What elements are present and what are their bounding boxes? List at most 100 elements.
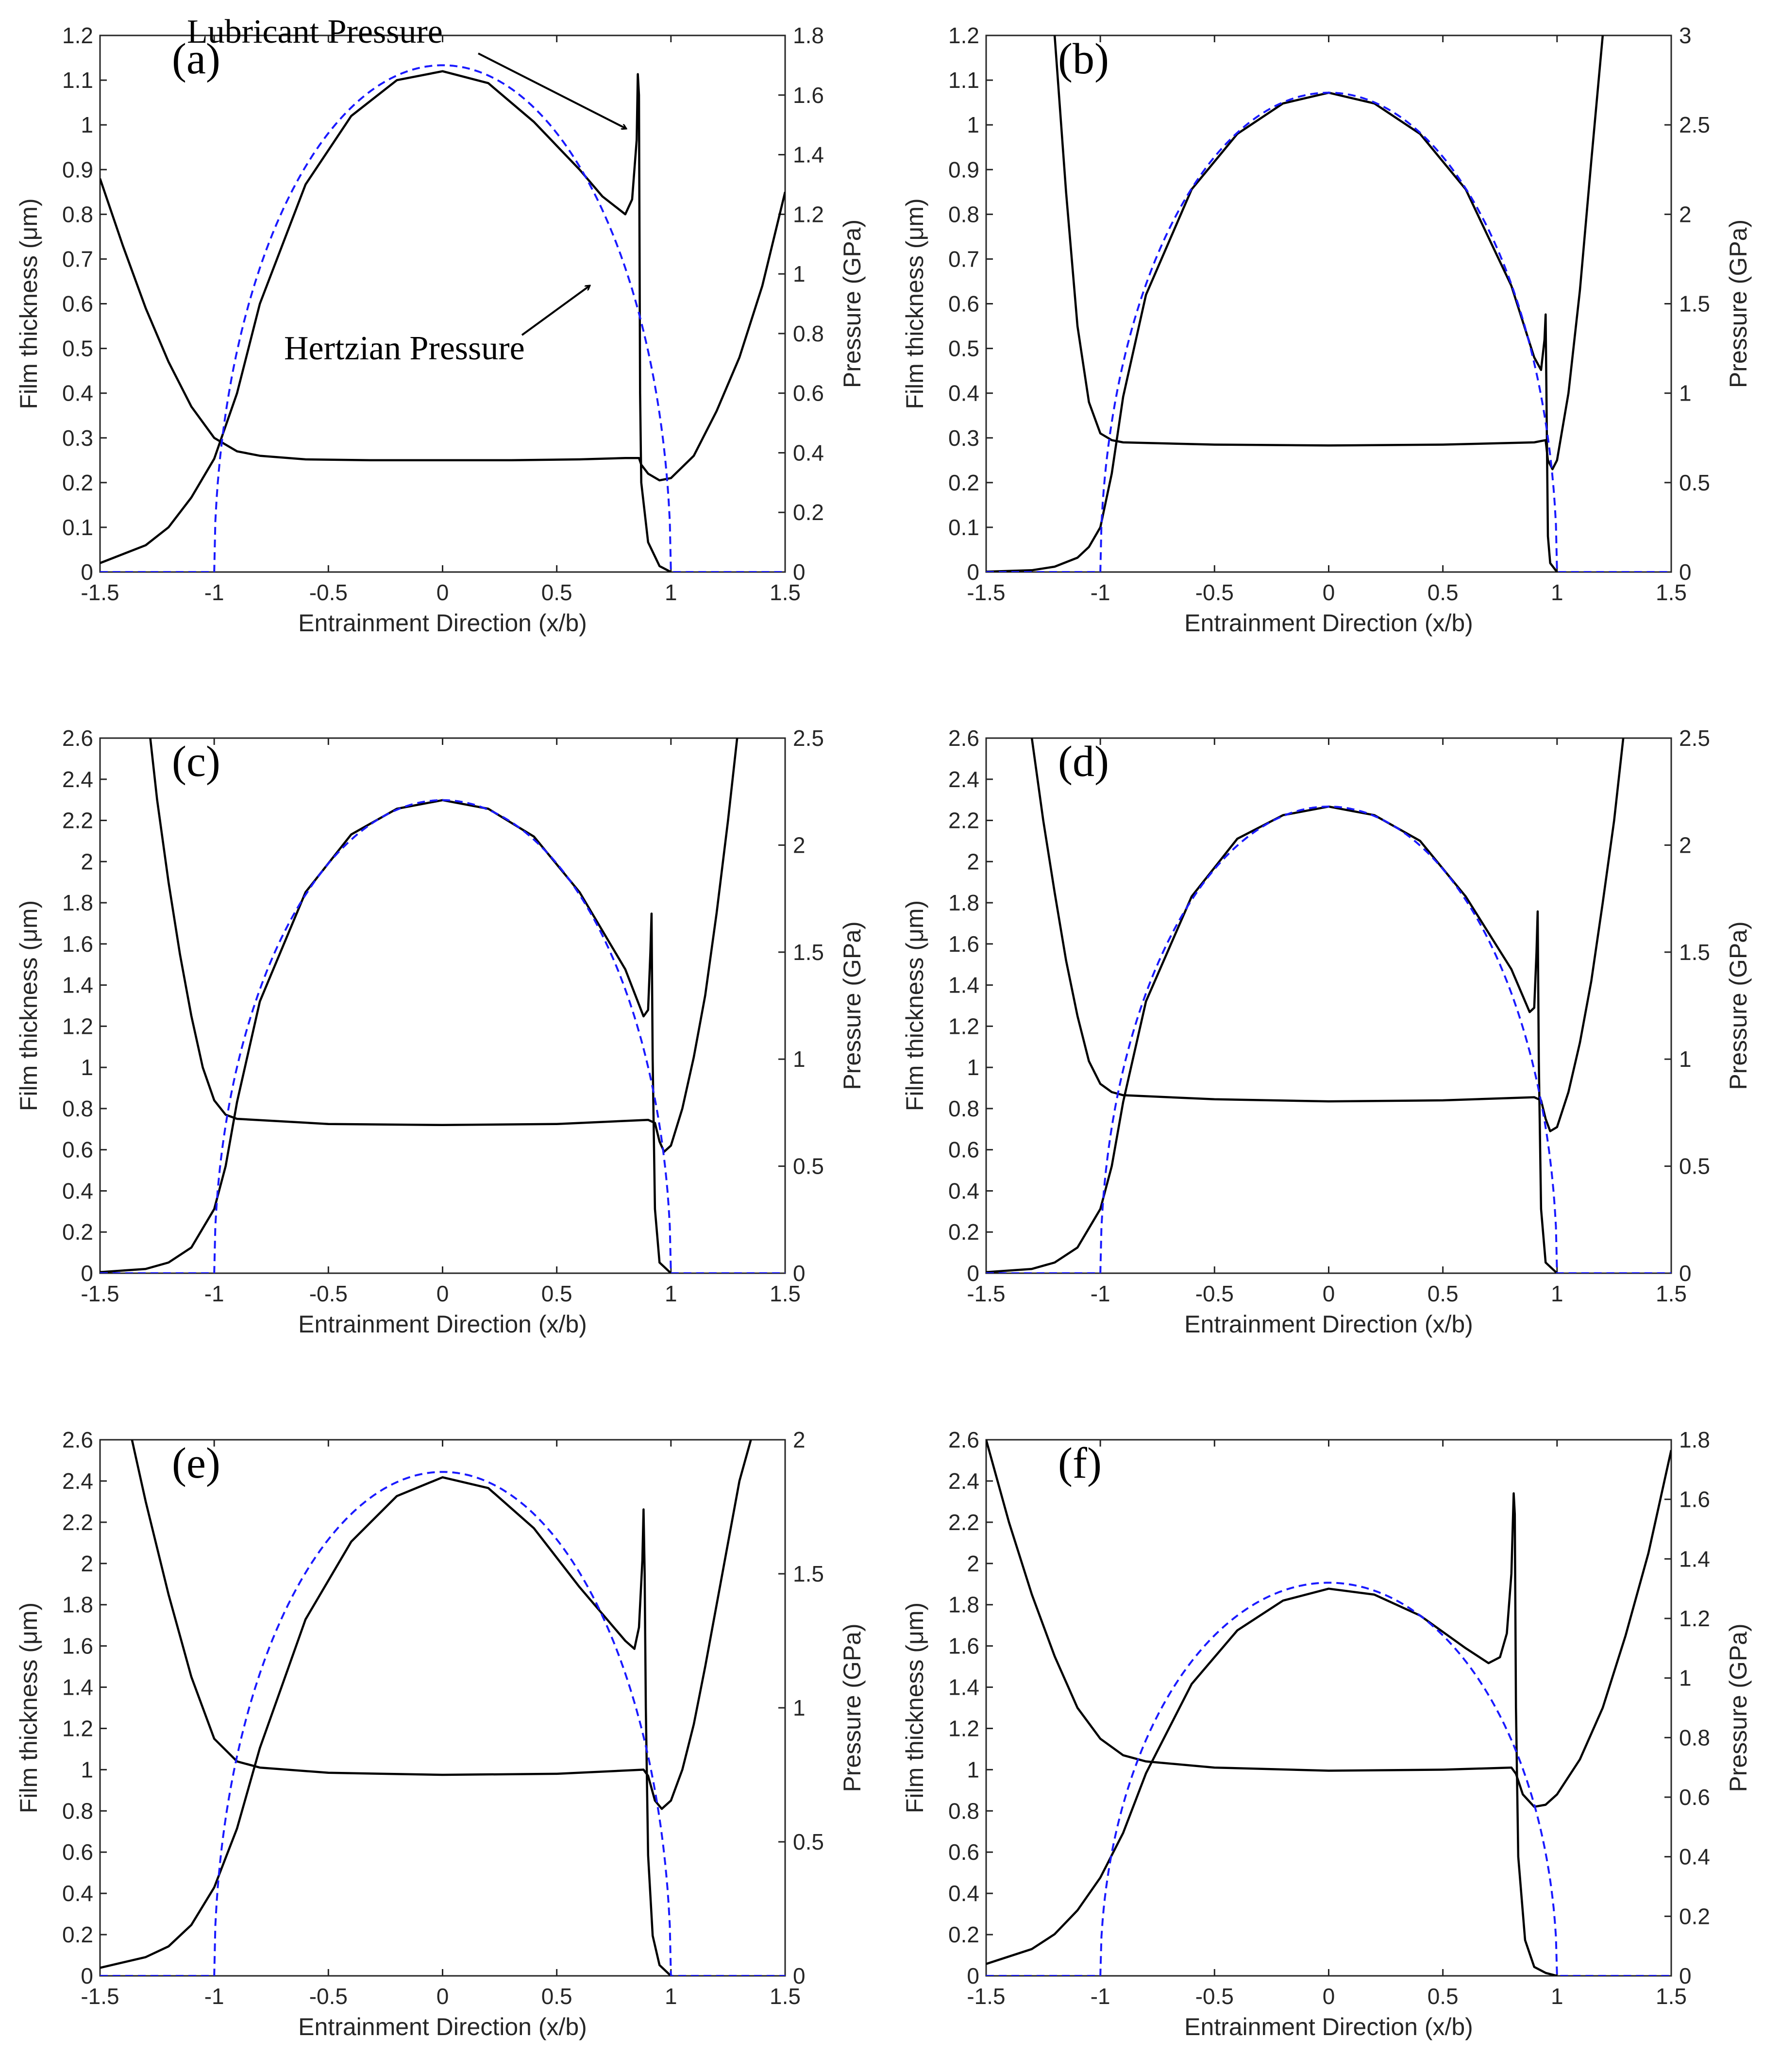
panel-d: -1.5 -1 -0.5 0 0.5 1 1.500.20.40.60.811.21.41.… [901, 725, 1752, 1338]
y-left-tick-label: 0.4 [62, 1881, 93, 1906]
x-tick-label: 1.5 [1656, 1281, 1687, 1306]
y-left-tick-label: 1.4 [62, 973, 93, 998]
x-tick-label: 0 [437, 1281, 449, 1306]
y-right-axis-label: Pressure (GPa) [839, 921, 866, 1090]
y-left-axis-label: Film thickness (μm) [15, 900, 42, 1111]
y-left-tick-label: 2.6 [62, 1427, 93, 1452]
lubricant-arrow [478, 52, 626, 129]
hertzian-pressure-line [986, 1582, 1671, 1976]
x-tick-label: 1.5 [770, 580, 801, 605]
y-left-tick-label: 1.6 [948, 931, 979, 957]
y-right-tick-label: 1 [1679, 381, 1692, 406]
y-left-tick-label: 0.2 [948, 1219, 979, 1245]
y-right-tick-label: 0 [1679, 1261, 1692, 1286]
y-left-tick-label: 0 [967, 559, 979, 585]
lubricant-pressure-line [986, 805, 1558, 1273]
film-thickness-line [986, 1440, 1671, 1808]
y-left-axis-label: Film thickness (μm) [901, 900, 928, 1111]
y-left-tick-label: 1 [81, 112, 93, 137]
y-left-tick-label: 0.2 [948, 1922, 979, 1947]
y-right-tick-label: 0.4 [793, 440, 824, 465]
x-tick-label: -1.5 [967, 1984, 1005, 2009]
y-left-tick-label: 0.9 [948, 157, 979, 182]
y-left-tick-label: 1.8 [62, 1592, 93, 1617]
y-right-tick-label: 1 [793, 1046, 806, 1072]
y-left-tick-label: 1.4 [948, 1675, 979, 1700]
y-left-tick-label: 0.5 [948, 336, 979, 361]
y-right-tick-label: 0.2 [793, 500, 824, 525]
y-left-tick-label: 1 [967, 1757, 979, 1782]
x-tick-label: -1.5 [81, 580, 119, 605]
x-tick-label: -1.5 [81, 1281, 119, 1306]
x-tick-label: -0.5 [309, 1281, 348, 1306]
y-left-tick-label: 2.6 [62, 725, 93, 751]
y-right-axis-label: Pressure (GPa) [1725, 1623, 1752, 1792]
y-right-tick-label: 0 [1679, 1963, 1692, 1988]
y-left-tick-label: 0.5 [62, 336, 93, 361]
y-left-tick-label: 0.6 [62, 1137, 93, 1162]
y-left-tick-label: 0.2 [62, 1219, 93, 1245]
film-thickness-line [1053, 35, 1604, 471]
hertzian-pressure-line [100, 64, 785, 572]
y-left-tick-label: 0.9 [62, 157, 93, 182]
x-tick-label: 1 [665, 580, 677, 605]
x-axis-label: Entrainment Direction (x/b) [298, 2013, 587, 2040]
panel-label: (a) [172, 35, 220, 83]
y-left-tick-label: 2.4 [62, 1468, 93, 1494]
y-left-tick-label: 0.4 [948, 1178, 979, 1203]
x-tick-label: 1 [665, 1281, 677, 1306]
y-right-tick-label: 1.5 [1679, 940, 1710, 965]
y-left-tick-label: 1.6 [62, 1634, 93, 1659]
x-tick-label: 1.5 [770, 1281, 801, 1306]
x-tick-label: 0.5 [1427, 580, 1459, 605]
y-left-tick-label: 2.4 [62, 767, 93, 792]
x-tick-label: 1.5 [1656, 580, 1687, 605]
y-left-tick-label: 0.1 [948, 515, 979, 540]
hertzian-pressure-line [100, 1471, 785, 1976]
film-thickness-line [131, 1440, 752, 1810]
y-right-tick-label: 1.6 [793, 83, 824, 108]
panel-label: (d) [1058, 738, 1109, 786]
y-left-tick-label: 0.6 [948, 291, 979, 317]
y-left-tick-label: 0.6 [948, 1137, 979, 1162]
y-left-tick-label: 0.4 [948, 1881, 979, 1906]
y-right-tick-label: 1 [793, 1695, 806, 1720]
film-thickness-line [1030, 738, 1625, 1132]
x-tick-label: 1.5 [770, 1984, 801, 2009]
x-tick-label: -0.5 [309, 1984, 348, 2009]
y-right-tick-label: 2.5 [1679, 725, 1710, 751]
x-axis-label: Entrainment Direction (x/b) [298, 609, 587, 637]
y-right-tick-label: 1.8 [793, 23, 824, 48]
x-tick-label: -1 [1091, 1281, 1110, 1306]
y-left-tick-label: 1.1 [62, 67, 93, 93]
y-right-tick-label: 0.5 [1679, 470, 1710, 495]
y-left-tick-label: 2.2 [62, 808, 93, 833]
y-left-tick-label: 2.6 [948, 1427, 979, 1452]
x-tick-label: 0.5 [1427, 1281, 1459, 1306]
y-left-tick-label: 2.2 [948, 808, 979, 833]
y-left-tick-label: 0.2 [62, 1922, 93, 1947]
y-left-tick-label: 1 [967, 1055, 979, 1080]
hertzian-arrow [521, 286, 590, 336]
y-right-tick-label: 1 [1679, 1046, 1692, 1072]
y-left-tick-label: 2 [967, 849, 979, 874]
x-tick-label: 1 [1551, 1984, 1563, 2009]
y-right-tick-label: 0.5 [793, 1154, 824, 1179]
y-right-tick-label: 2 [1679, 202, 1692, 227]
y-left-tick-label: 0.7 [62, 246, 93, 271]
y-right-tick-label: 1.4 [793, 142, 824, 168]
y-left-tick-label: 0.3 [62, 425, 93, 451]
y-left-tick-label: 1.2 [62, 1013, 93, 1039]
x-tick-label: -1 [204, 1281, 224, 1306]
y-left-tick-label: 2.4 [948, 1468, 979, 1494]
y-left-tick-label: 0 [967, 1963, 979, 1988]
x-tick-label: -1 [1091, 1984, 1110, 2009]
y-right-tick-label: 0.6 [1679, 1785, 1710, 1810]
panel-c: -1.5 -1 -0.5 0 0.5 1 1.500.20.40.60.811.21.41.… [15, 725, 866, 1338]
y-left-tick-label: 1.2 [948, 1013, 979, 1039]
y-left-tick-label: 0 [81, 1963, 93, 1988]
x-tick-label: -1 [204, 1984, 224, 2009]
y-right-tick-label: 2 [1679, 832, 1692, 858]
x-tick-label: 0 [1323, 1984, 1335, 2009]
